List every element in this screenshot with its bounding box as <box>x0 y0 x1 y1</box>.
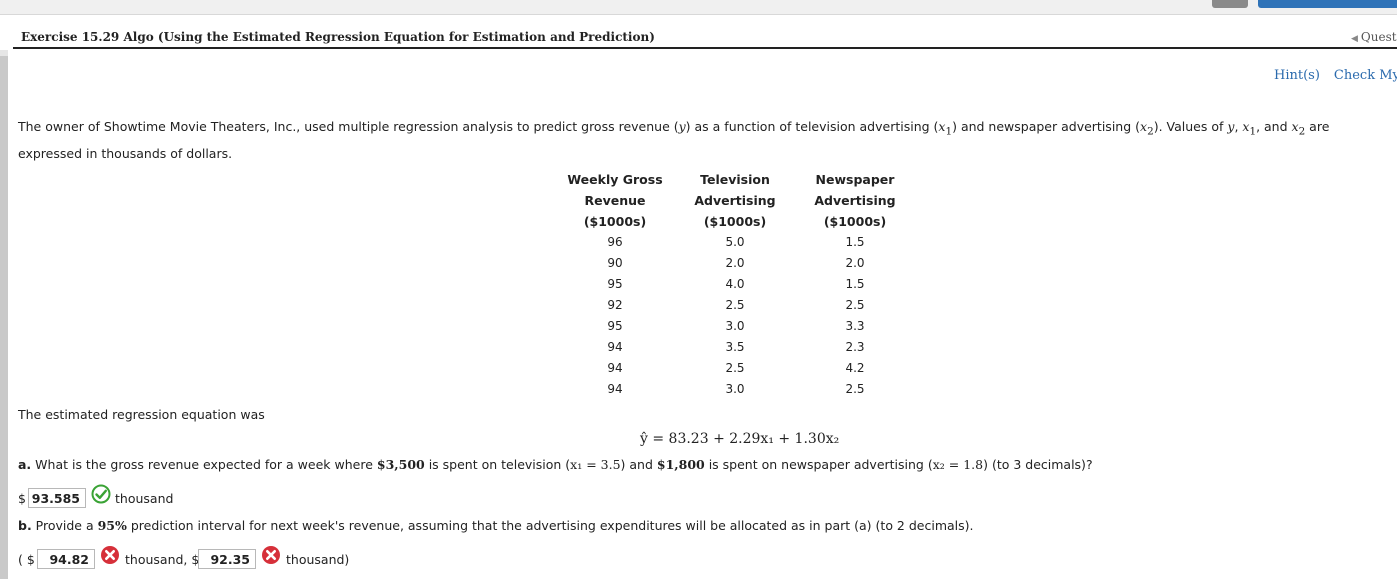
table-cell: 92 <box>607 298 623 312</box>
question-nav[interactable]: ◀ Questi <box>1351 30 1397 44</box>
currency-symbol: $ <box>18 491 26 506</box>
table-cell: 2.5 <box>845 382 865 396</box>
check-my-work-link[interactable]: Check My <box>1333 68 1397 83</box>
table-header: ($1000s) <box>583 214 647 229</box>
correct-check-icon <box>91 484 111 504</box>
table-cell: 95 <box>607 277 623 291</box>
question-a: a. What is the gross revenue expected fo… <box>18 457 1093 472</box>
question-nav-label: Questi <box>1360 30 1397 44</box>
answer-a-input[interactable]: 93.585 <box>28 488 86 508</box>
table-header: ($1000s) <box>703 214 767 229</box>
table-header: ($1000s) <box>823 214 887 229</box>
table-header: Newspaper <box>815 172 895 187</box>
interval-open: ( $ <box>18 552 35 567</box>
table-cell: 2.5 <box>725 298 745 312</box>
table-cell: 3.0 <box>725 382 745 396</box>
table-cell: 96 <box>607 235 623 249</box>
answer-b-upper-input[interactable]: 92.35 <box>198 549 256 569</box>
chevron-left-icon: ◀ <box>1351 34 1358 44</box>
incorrect-x-icon <box>262 546 280 564</box>
top-toolbar <box>0 0 1397 15</box>
exercise-title: Exercise 15.29 Algo (Using the Estimated… <box>21 30 655 44</box>
table-cell: 3.0 <box>725 319 745 333</box>
table-cell: 1.5 <box>845 277 865 291</box>
table-cell: 2.0 <box>845 256 865 270</box>
table-header: Revenue <box>584 193 646 208</box>
table-header: Television <box>700 172 770 187</box>
table-cell: 95 <box>607 319 623 333</box>
table-cell: 2.3 <box>845 340 865 354</box>
problem-intro: The owner of Showtime Movie Theaters, In… <box>18 119 1330 161</box>
table-cell: 94 <box>607 361 623 375</box>
hints-link[interactable]: Hint(s) <box>1274 68 1320 83</box>
left-scrollbar-thumb[interactable] <box>0 56 8 579</box>
answer-b-lower-input[interactable]: 94.82 <box>37 549 95 569</box>
table-cell: 2.5 <box>725 361 745 375</box>
table-cell: 1.5 <box>845 235 865 249</box>
table-header: Weekly Gross <box>567 172 663 187</box>
toolbar-button[interactable] <box>1212 0 1248 8</box>
exercise-header: Exercise 15.29 Algo (Using the Estimated… <box>13 25 1397 49</box>
table-header: Advertising <box>694 193 776 208</box>
unit-label: thousand <box>115 491 174 506</box>
question-b: b. Provide a 95% prediction interval for… <box>18 518 974 533</box>
regression-label: The estimated regression equation was <box>18 407 265 422</box>
table-cell: 94 <box>607 340 623 354</box>
table-cell: 90 <box>607 256 623 270</box>
table-header: Advertising <box>814 193 896 208</box>
table-cell: 4.2 <box>845 361 865 375</box>
submit-assignment-button[interactable] <box>1258 0 1397 8</box>
interval-mid: thousand, $ <box>125 552 200 567</box>
table-cell: 2.0 <box>725 256 745 270</box>
incorrect-x-icon <box>101 546 119 564</box>
table-cell: 3.3 <box>845 319 865 333</box>
table-cell: 94 <box>607 382 623 396</box>
interval-close: thousand) <box>286 552 350 567</box>
table-cell: 2.5 <box>845 298 865 312</box>
table-cell: 3.5 <box>725 340 745 354</box>
regression-equation: ŷ = 83.23 + 2.29x₁ + 1.30x₂ <box>640 431 840 447</box>
table-cell: 5.0 <box>725 235 745 249</box>
table-cell: 4.0 <box>725 277 745 291</box>
hint-links: Hint(s) Check My <box>1274 68 1397 83</box>
